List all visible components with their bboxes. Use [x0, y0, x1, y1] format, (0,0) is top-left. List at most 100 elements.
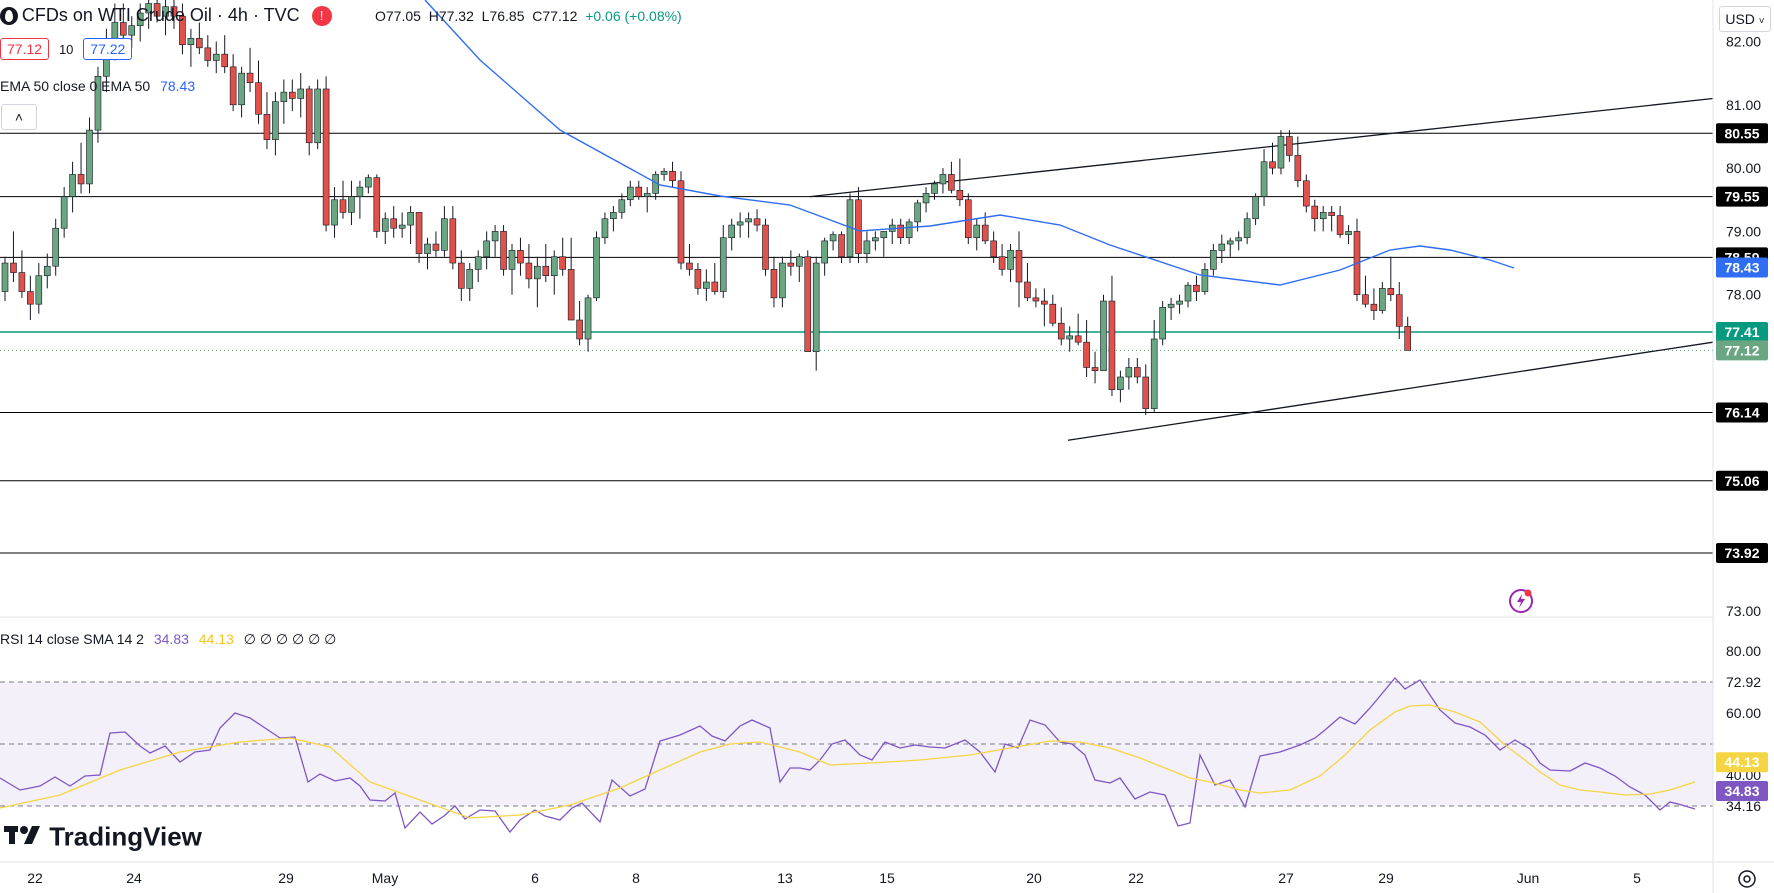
candle-body — [1083, 341, 1090, 368]
candle-body — [415, 212, 423, 254]
candle-body — [196, 38, 203, 49]
candle-body — [246, 72, 254, 83]
candle-34 — [288, 79, 296, 112]
candle-117 — [990, 231, 997, 264]
level-badge-73.92: 73.92 — [1724, 545, 1759, 561]
candle-69 — [584, 294, 592, 352]
settings-icon[interactable] — [1736, 868, 1758, 893]
candle-body — [474, 256, 482, 270]
candle-47 — [398, 212, 406, 238]
candle-80 — [677, 171, 685, 270]
candle-body — [365, 177, 372, 188]
collapse-legend-button[interactable]: ˄ — [1, 104, 37, 130]
ema-value: 78.43 — [160, 78, 196, 94]
symbol-title[interactable]: CFDs on WTI Crude Oil · 4h · TVC — [21, 5, 300, 25]
candle-body — [1007, 250, 1014, 270]
candle-152 — [1286, 130, 1293, 162]
candle-body — [669, 170, 676, 182]
time-tick-29: 29 — [1378, 870, 1394, 886]
candle-86 — [728, 218, 736, 251]
rsi-label[interactable]: RSI 14 close SMA 14 2 — [0, 631, 144, 647]
candle-body — [1142, 376, 1150, 409]
candle-7 — [60, 187, 68, 238]
candle-105 — [888, 218, 896, 245]
candle-body — [897, 224, 905, 239]
candle-body — [1049, 303, 1057, 324]
lightning-icon[interactable] — [1508, 588, 1534, 614]
level-badge-80.55: 80.55 — [1724, 125, 1759, 141]
ema-label[interactable]: EMA 50 close 0 EMA 50 — [0, 78, 151, 94]
candle-46 — [390, 206, 398, 238]
level-badge-76.14: 76.14 — [1724, 404, 1759, 420]
candle-108 — [914, 199, 921, 232]
time-tick-22: 22 — [1128, 870, 1144, 886]
candle-26 — [221, 35, 228, 74]
time-tick-15: 15 — [879, 870, 895, 886]
ask-button[interactable]: 77.22 — [83, 38, 133, 60]
candle-body — [1184, 284, 1192, 302]
candle-107 — [905, 218, 913, 245]
candle-body — [829, 234, 837, 242]
candle-160 — [1353, 218, 1361, 302]
candle-body — [1303, 180, 1310, 207]
rsi-sma-badge: 44.13 — [1724, 754, 1759, 770]
candle-39 — [331, 187, 338, 238]
candle-58 — [491, 225, 499, 257]
candle-body — [1243, 218, 1251, 239]
candle-9 — [77, 142, 85, 194]
candle-50 — [424, 237, 431, 270]
candle-body — [812, 262, 820, 352]
candle-157 — [1328, 206, 1335, 232]
candle-154 — [1303, 174, 1310, 213]
candle-79 — [669, 161, 676, 188]
time-tick-13: 13 — [777, 870, 793, 886]
candle-98 — [829, 231, 837, 251]
candle-109 — [922, 187, 930, 213]
candle-83 — [703, 269, 710, 302]
trendlines — [809, 97, 1714, 441]
ohlc-high: H77.32 — [428, 8, 474, 24]
candle-body — [356, 186, 364, 197]
upper-trendline — [809, 97, 1714, 198]
candle-122 — [1032, 288, 1040, 308]
candle-110 — [931, 180, 938, 200]
candle-57 — [483, 231, 490, 270]
candle-133 — [1125, 358, 1133, 390]
candle-body — [483, 240, 490, 258]
candle-3 — [27, 275, 34, 321]
candle-93 — [787, 250, 795, 276]
candle-body — [534, 265, 541, 280]
horizontal-levels — [0, 132, 1713, 554]
ema-badge: 78.43 — [1724, 259, 1759, 275]
candlestick-series — [1, 0, 1411, 415]
candle-body — [559, 256, 567, 270]
candle-body — [1074, 335, 1082, 343]
currency-label: USD — [1725, 11, 1755, 27]
candle-103 — [872, 231, 879, 251]
candle-body — [525, 262, 533, 280]
candle-body — [187, 38, 195, 45]
candle-131 — [1108, 275, 1116, 396]
candle-body — [1260, 161, 1268, 197]
candle-91 — [770, 256, 778, 308]
ohlc-readout: O77.05 H77.32 L76.85 C77.12 +0.06 (+0.08… — [375, 8, 682, 24]
candle-6 — [52, 218, 60, 276]
candle-body — [948, 174, 955, 191]
candle-124 — [1049, 294, 1057, 327]
ohlc-change: +0.06 (+0.08%) — [585, 8, 682, 24]
candle-27 — [229, 54, 237, 112]
alert-icon[interactable]: ! — [311, 5, 332, 26]
candle-74 — [626, 180, 634, 207]
candle-136 — [1150, 320, 1158, 412]
candle-body — [272, 101, 279, 140]
candle-body — [373, 177, 381, 232]
current-price-badge-bg — [1716, 340, 1768, 361]
candle-128 — [1083, 320, 1090, 377]
candle-44 — [373, 174, 381, 238]
candle-body — [787, 262, 795, 267]
candle-70 — [593, 231, 600, 302]
currency-selector[interactable]: USD ˅ — [1719, 6, 1771, 32]
candle-body — [956, 189, 964, 201]
bid-button[interactable]: 77.12 — [0, 38, 50, 60]
